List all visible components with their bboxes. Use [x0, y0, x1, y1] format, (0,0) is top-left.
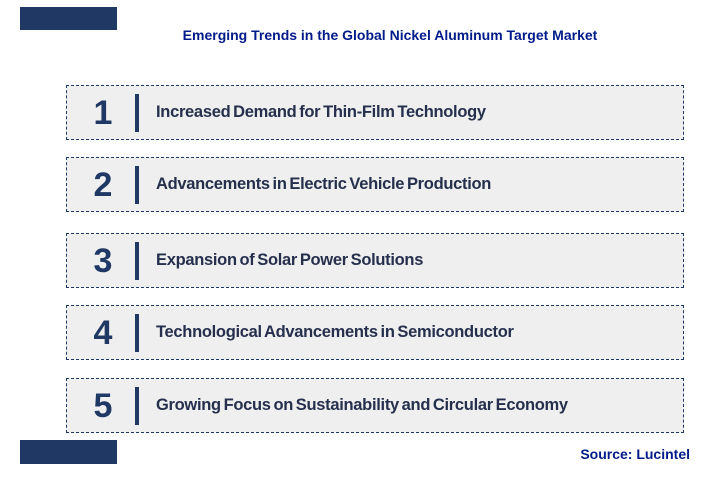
- trend-row-5: 5 Growing Focus on Sustainability and Ci…: [66, 378, 684, 433]
- trend-row-3: 3 Expansion of Solar Power Solutions: [66, 233, 684, 288]
- page-title: Emerging Trends in the Global Nickel Alu…: [182, 27, 598, 43]
- trend-row-1: 1 Increased Demand for Thin-Film Technol…: [66, 85, 684, 140]
- trend-label: Growing Focus on Sustainability and Circ…: [156, 396, 568, 414]
- trend-rank: 4: [93, 313, 113, 352]
- trend-rank: 3: [93, 241, 113, 280]
- logo-placeholder-top: [20, 7, 117, 30]
- vertical-divider: [135, 313, 139, 352]
- vertical-divider: [135, 241, 139, 280]
- vertical-divider: [135, 93, 139, 132]
- trend-rank: 1: [93, 93, 113, 132]
- vertical-divider: [135, 386, 139, 425]
- trend-rank: 5: [93, 386, 113, 425]
- trend-row-4: 4 Technological Advancements in Semicond…: [66, 305, 684, 360]
- trend-label: Technological Advancements in Semiconduc…: [156, 323, 514, 341]
- logo-placeholder-bottom: [20, 440, 117, 464]
- source-attribution: Source: Lucintel: [580, 446, 690, 462]
- vertical-divider: [135, 165, 139, 204]
- trend-label: Advancements in Electric Vehicle Product…: [156, 175, 492, 193]
- trend-rank: 2: [93, 165, 113, 204]
- trend-row-2: 2 Advancements in Electric Vehicle Produ…: [66, 157, 684, 212]
- trend-label: Increased Demand for Thin-Film Technolog…: [156, 103, 486, 121]
- trend-label: Expansion of Solar Power Solutions: [156, 251, 424, 269]
